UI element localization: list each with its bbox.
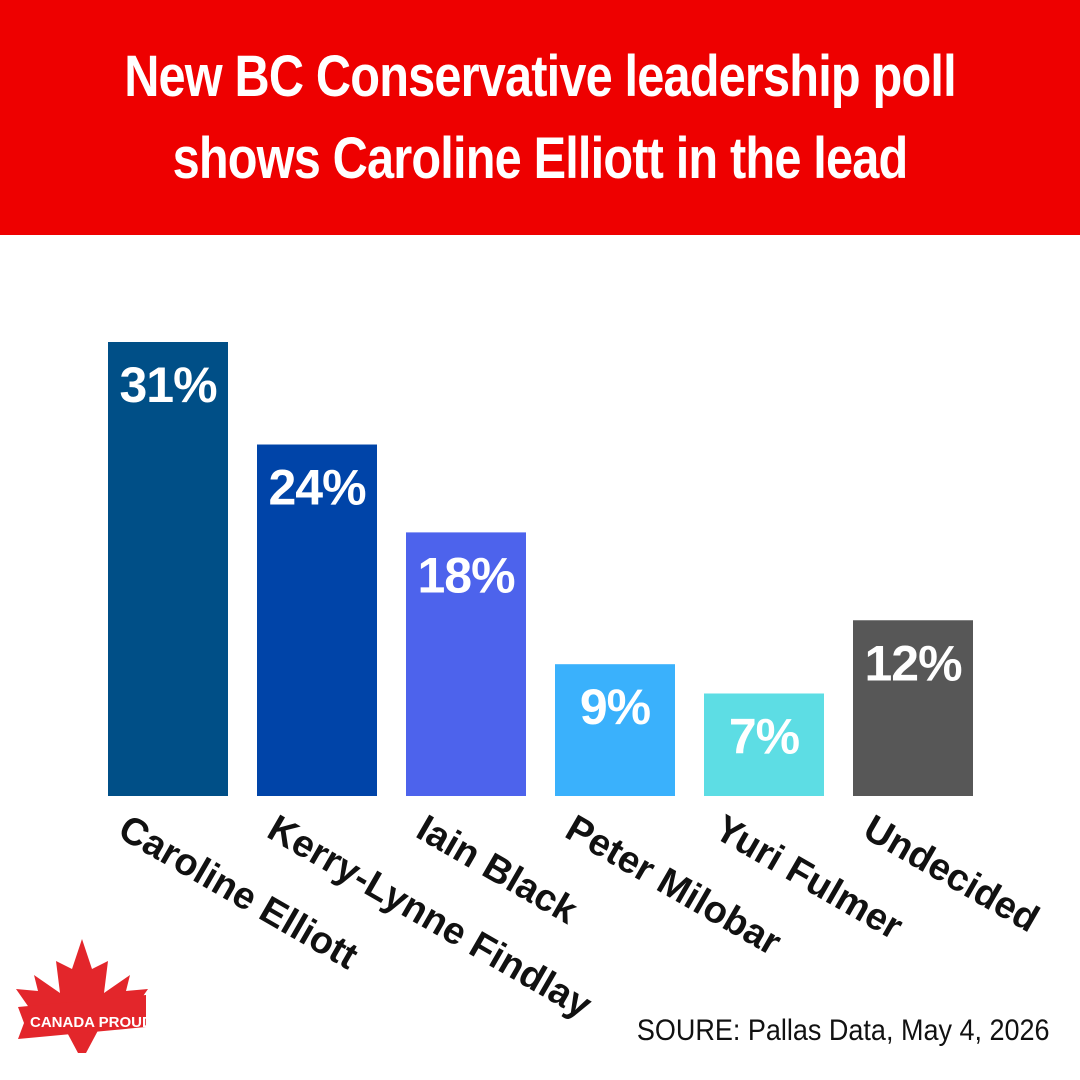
- value-label-yuri-fulmer: 7%: [729, 708, 800, 764]
- logo-ribbon: [18, 995, 146, 1039]
- headline-line-1: New BC Conservative leadership poll: [124, 43, 956, 109]
- headline: New BC Conservative leadership poll show…: [124, 36, 956, 200]
- bar-caroline-elliott: [108, 342, 228, 796]
- value-label-caroline-elliott: 31%: [119, 357, 217, 413]
- header-banner: New BC Conservative leadership poll show…: [0, 0, 1080, 235]
- canada-proud-logo: CANADA PROUD: [12, 935, 153, 1055]
- headline-line-2: shows Caroline Elliott in the lead: [172, 125, 909, 191]
- bar-peter-milobar: [555, 664, 675, 796]
- value-label-iain-black: 18%: [417, 547, 515, 603]
- bar-undecided: [853, 620, 973, 796]
- bar-yuri-fulmer: [704, 693, 824, 796]
- maple-leaf-icon: [16, 939, 148, 1053]
- value-label-peter-milobar: 9%: [580, 679, 651, 735]
- value-label-kerry-lynne-findlay: 24%: [268, 460, 366, 516]
- bar-iain-black: [406, 532, 526, 796]
- logo-text: CANADA PROUD: [30, 1014, 152, 1031]
- bar-kerry-lynne-findlay: [257, 444, 377, 796]
- source-note: SOURE: Pallas Data, May 4, 2026: [637, 1014, 1050, 1047]
- value-label-undecided: 12%: [864, 635, 962, 691]
